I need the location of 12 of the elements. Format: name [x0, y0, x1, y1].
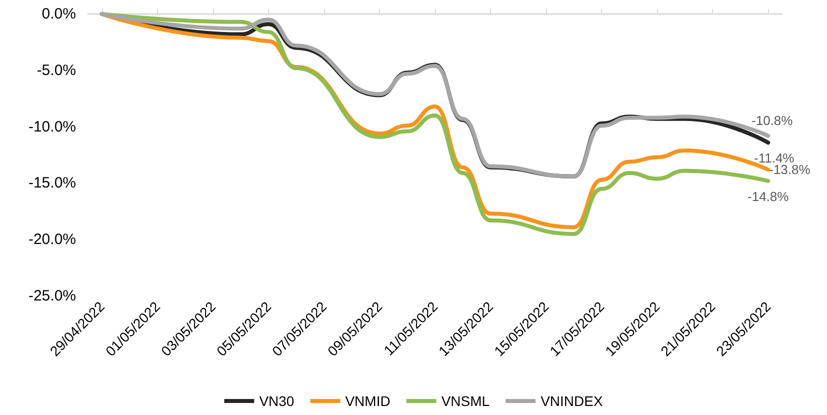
data-label: -10.8% [752, 112, 794, 128]
data-label: -14.8% [748, 188, 790, 204]
legend-label: VNSML [441, 393, 490, 409]
legend-label: VN30 [259, 393, 294, 409]
legend-label: VNMID [345, 393, 390, 409]
y-tick-label: -10.0% [28, 118, 76, 136]
legend-label: VNINDEX [540, 393, 604, 409]
y-tick-label: -15.0% [28, 174, 76, 192]
y-tick-label: -20.0% [28, 231, 76, 248]
y-tick-label: 0.0% [42, 6, 76, 22]
y-tick-label: -25.0% [28, 288, 76, 304]
y-tick-label: -5.0% [36, 62, 76, 79]
